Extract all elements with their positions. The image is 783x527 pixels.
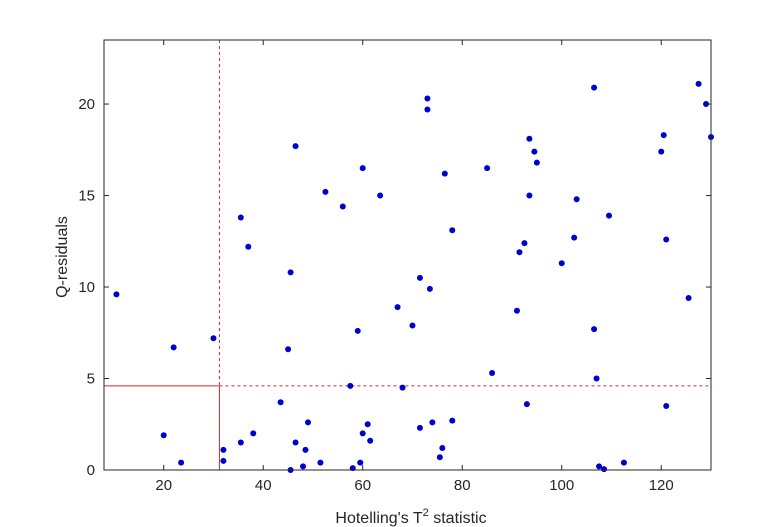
- data-point: [394, 304, 401, 311]
- data-point: [287, 269, 294, 276]
- y-tick-label: 0: [87, 462, 95, 479]
- axes-box: [103, 39, 712, 471]
- data-point: [660, 132, 667, 139]
- data-point: [489, 370, 496, 377]
- data-point: [658, 148, 665, 155]
- x-axis-label: Hotelling's T2 statistic: [335, 507, 486, 527]
- data-point: [426, 285, 433, 292]
- data-point: [210, 335, 217, 342]
- data-point: [436, 454, 443, 461]
- data-point: [237, 214, 244, 221]
- data-point: [347, 382, 354, 389]
- data-point: [663, 236, 670, 243]
- x-axis-label-main: Hotelling's T: [335, 510, 422, 527]
- data-point: [449, 227, 456, 234]
- data-point: [429, 419, 436, 426]
- x-axis-label-superscript: 2: [423, 507, 429, 519]
- data-point: [292, 143, 299, 150]
- data-point: [170, 344, 177, 351]
- data-point: [409, 322, 416, 329]
- data-point: [292, 439, 299, 446]
- x-tick-label: 120: [649, 477, 674, 494]
- data-point: [526, 135, 533, 142]
- data-points: [113, 80, 714, 473]
- data-point: [359, 430, 366, 437]
- data-point: [364, 421, 371, 428]
- y-tick-label: 5: [87, 371, 95, 388]
- data-point: [359, 165, 366, 172]
- data-point: [571, 234, 578, 241]
- data-point: [317, 459, 324, 466]
- data-point: [513, 307, 520, 314]
- data-point: [220, 457, 227, 464]
- data-point: [367, 437, 374, 444]
- data-point: [302, 446, 309, 453]
- x-tick-label: 100: [549, 477, 574, 494]
- threshold-lines: [104, 40, 711, 470]
- data-point: [113, 291, 120, 298]
- x-tick-label: 20: [155, 477, 172, 494]
- data-point: [277, 399, 284, 406]
- data-point: [250, 430, 257, 437]
- data-point: [300, 463, 307, 470]
- data-point: [354, 327, 361, 334]
- data-point: [591, 84, 598, 91]
- data-point: [160, 432, 167, 439]
- y-tick-label: 20: [78, 96, 95, 113]
- data-point: [516, 249, 523, 256]
- data-point: [591, 326, 598, 333]
- data-point: [620, 459, 627, 466]
- data-point: [526, 192, 533, 199]
- data-point: [523, 401, 530, 408]
- data-point: [245, 243, 252, 250]
- data-point: [416, 274, 423, 281]
- data-point: [593, 375, 600, 382]
- data-point: [531, 148, 538, 155]
- data-point: [357, 459, 364, 466]
- data-point: [695, 80, 702, 87]
- data-point: [322, 188, 329, 195]
- data-point: [558, 260, 565, 267]
- data-point: [573, 196, 580, 203]
- data-point: [441, 170, 448, 177]
- y-tick-label: 10: [78, 279, 95, 296]
- data-point: [424, 95, 431, 102]
- data-point: [533, 159, 540, 166]
- y-axis-ticks: 0 5 10 15 20: [78, 96, 711, 479]
- data-point: [178, 459, 185, 466]
- data-point: [663, 402, 670, 409]
- data-point: [220, 446, 227, 453]
- data-point: [399, 384, 406, 391]
- data-point: [685, 295, 692, 301]
- data-point: [484, 165, 491, 172]
- data-point: [416, 424, 423, 431]
- x-tick-label: 60: [354, 477, 371, 494]
- data-point: [449, 417, 456, 424]
- y-axis-label: Q-residuals: [54, 216, 71, 298]
- x-axis-label-tail: statistic: [429, 510, 487, 527]
- data-point: [606, 212, 613, 219]
- data-point: [424, 106, 431, 113]
- x-tick-label: 40: [255, 477, 272, 494]
- y-tick-label: 15: [78, 188, 95, 205]
- data-point: [439, 445, 446, 452]
- x-axis-ticks: 20 40 60 80 100 120: [155, 40, 674, 494]
- data-point: [521, 240, 528, 247]
- data-point: [339, 203, 346, 210]
- data-point: [304, 419, 311, 426]
- data-point: [596, 463, 603, 470]
- data-point: [377, 192, 384, 199]
- data-point: [285, 346, 292, 353]
- x-tick-label: 80: [454, 477, 471, 494]
- data-point: [237, 439, 244, 446]
- data-point: [601, 466, 608, 473]
